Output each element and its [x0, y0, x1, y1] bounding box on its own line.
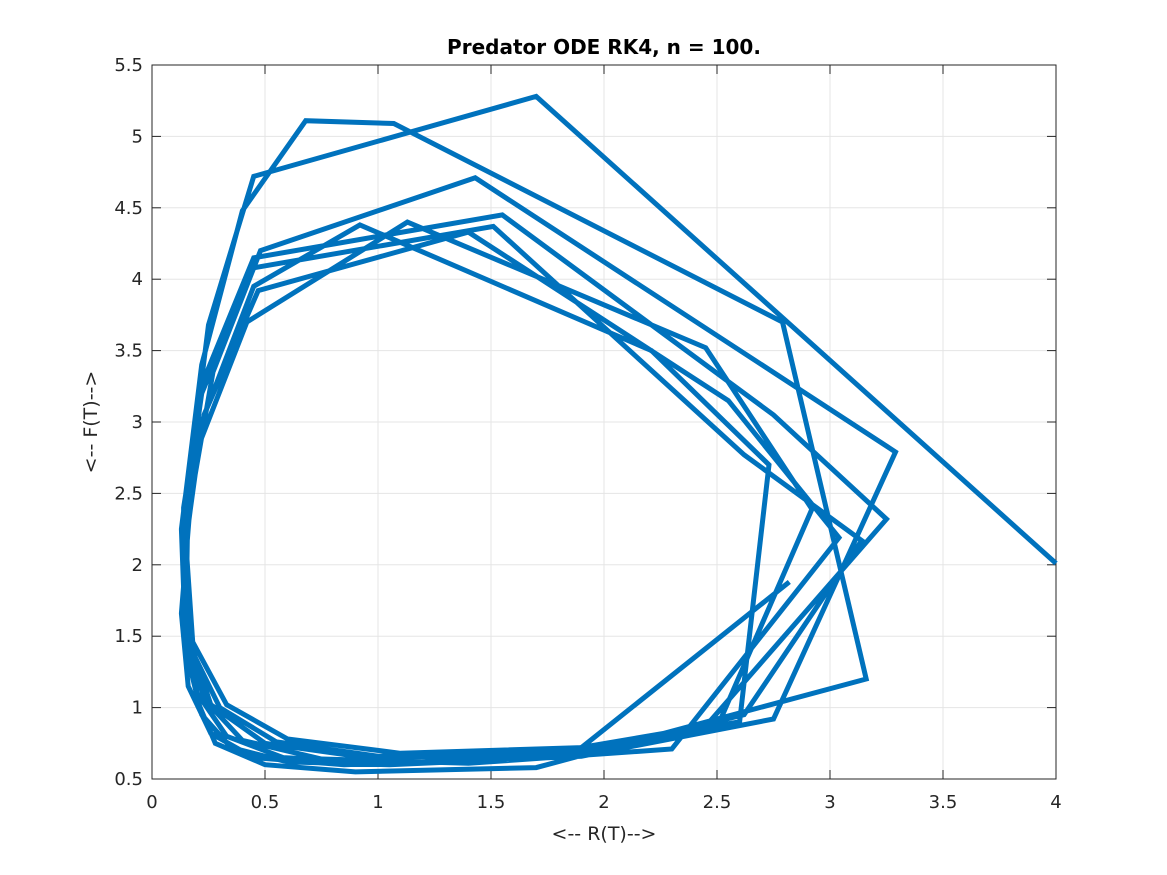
x-tick-label: 0 — [146, 792, 157, 813]
x-tick-label: 0.5 — [251, 792, 280, 813]
y-tick-label: 2 — [132, 555, 143, 576]
y-tick-label: 1.5 — [114, 626, 143, 647]
x-tick-label: 1 — [372, 792, 383, 813]
y-tick-label: 1 — [132, 698, 143, 719]
x-tick-label: 1.5 — [477, 792, 506, 813]
y-tick-label: 0.5 — [114, 769, 143, 790]
y-tick-label: 4.5 — [114, 198, 143, 219]
series-layer — [178, 93, 1058, 775]
tick-labels: 0 0.5 1 1.5 2 2.5 3 3.5 40.511.522.533.544.555.5 — [114, 55, 1061, 813]
x-tick-label: 3.5 — [929, 792, 958, 813]
x-tick-label: 2.5 — [703, 792, 732, 813]
x-tick-label: 2 — [598, 792, 609, 813]
y-tick-label: 5 — [132, 126, 143, 147]
x-tick-label: 3 — [824, 792, 835, 813]
y-tick-label: 5.5 — [114, 55, 143, 76]
x-tick-label: 4 — [1050, 792, 1061, 813]
y-axis-label: <-- F(T)--> — [80, 371, 102, 474]
plot-frame — [151, 64, 1057, 780]
y-tick-label: 4 — [132, 269, 143, 290]
x-axis-label: <-- R(T)--> — [552, 823, 657, 845]
chart-title: Predator ODE RK4, n = 100. — [447, 35, 761, 59]
y-tick-label: 3.5 — [114, 341, 143, 362]
series-line — [178, 93, 1058, 775]
axes — [151, 64, 1057, 780]
y-tick-label: 3 — [132, 412, 143, 433]
y-tick-label: 2.5 — [114, 483, 143, 504]
